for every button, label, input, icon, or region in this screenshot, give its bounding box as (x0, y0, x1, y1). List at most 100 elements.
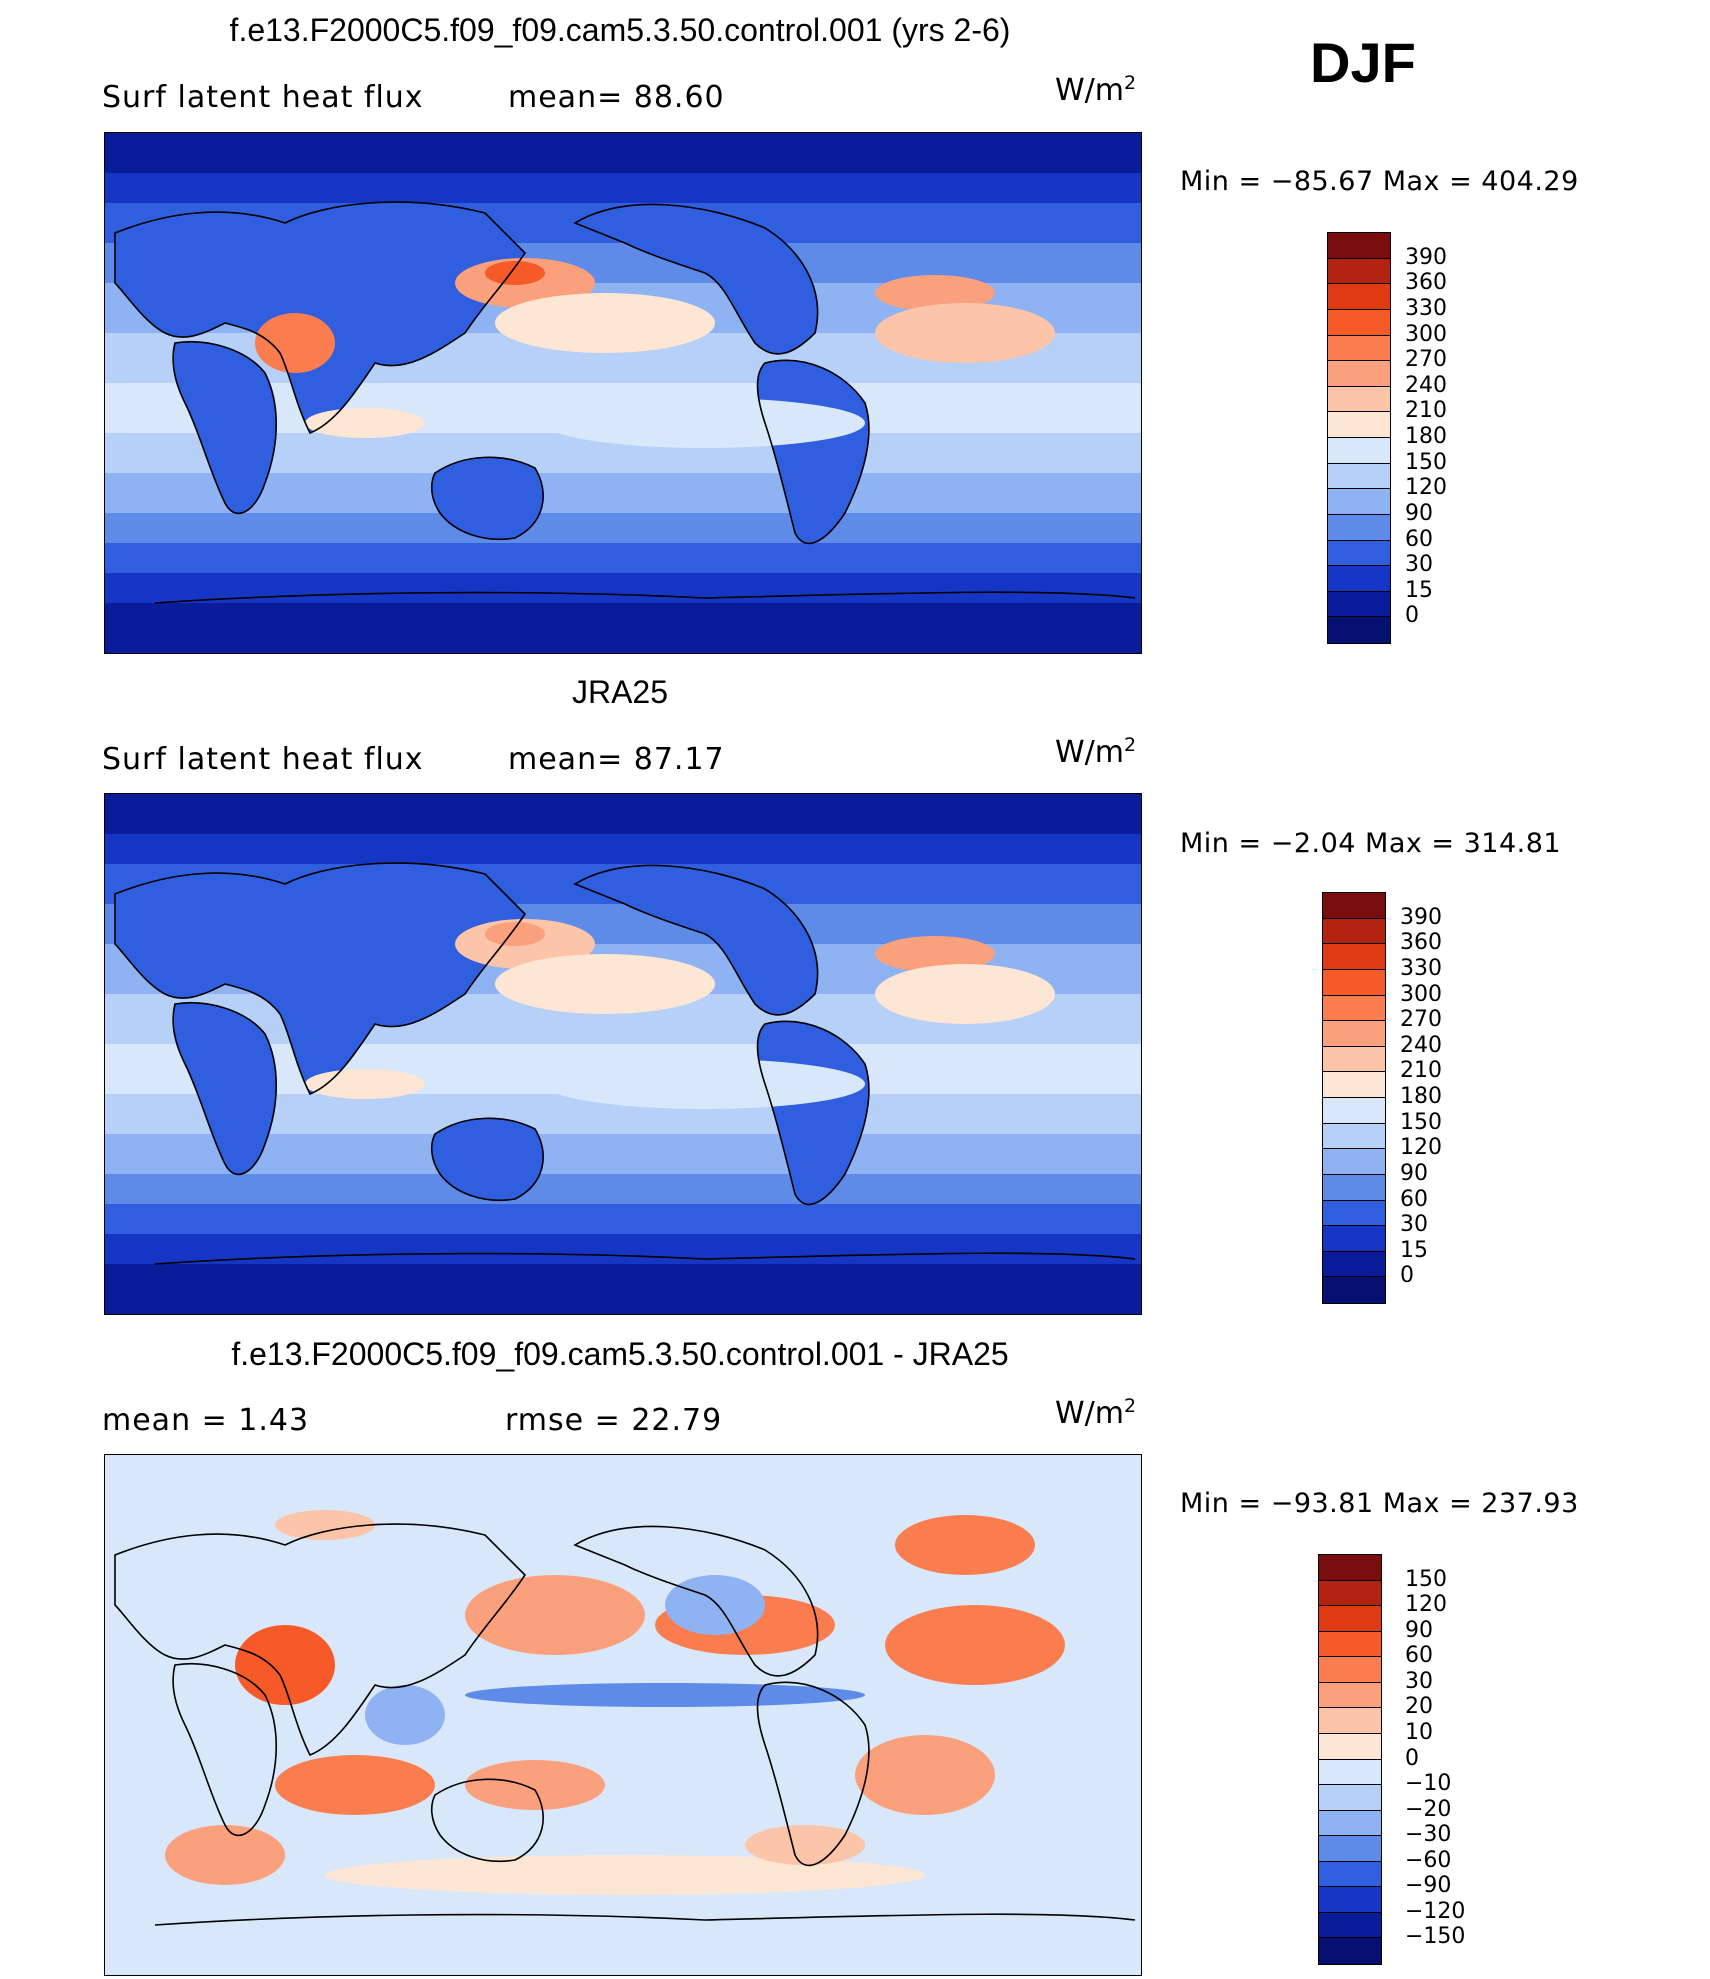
colorbar-tick-label: 20 (1405, 1694, 1433, 1720)
colorbar-swatch (1323, 995, 1385, 1022)
colorbar-tick-label: 0 (1405, 1745, 1419, 1771)
colorbar-tick-label: 30 (1405, 1668, 1433, 1694)
colorbar-swatch (1328, 566, 1390, 592)
colorbar-swatch (1323, 1200, 1385, 1227)
colorbar-tick-label: 90 (1405, 1617, 1433, 1643)
colorbar-tick-label: 360 (1400, 930, 1442, 956)
colorbar-swatch (1328, 514, 1390, 541)
colorbar-tick-label: 330 (1400, 955, 1442, 981)
panel-3-unit: W/m2 (1055, 1395, 1137, 1431)
colorbar-tick-label: −60 (1405, 1847, 1452, 1873)
panel-1-variable: Surf latent heat flux (102, 80, 424, 115)
season-label: DJF (1310, 31, 1416, 94)
colorbar-swatch (1319, 1938, 1381, 1964)
colorbar-swatch (1328, 386, 1390, 413)
colorbar-swatch (1323, 1226, 1385, 1252)
colorbar-tick-label: 330 (1405, 295, 1447, 321)
colorbar-swatch (1319, 1810, 1381, 1837)
colorbar-tick-label: 180 (1405, 424, 1447, 449)
colorbar-swatch (1319, 1733, 1381, 1760)
colorbar-tick-label: −90 (1405, 1873, 1452, 1899)
colorbar-tick-label: 270 (1405, 347, 1447, 373)
colorbar-swatch (1328, 489, 1390, 515)
colorbar-swatch (1323, 893, 1385, 919)
colorbar-swatch (1328, 412, 1390, 438)
colorbar-swatch (1328, 361, 1390, 387)
colorbar-swatch (1319, 1912, 1381, 1939)
colorbar-tick-label: 210 (1400, 1058, 1442, 1084)
panel-3-colorbar-labels: 150 120 90 60 30 20 10 0 −10 −20 −30 −60 −90 −120 −150 (1405, 1554, 1505, 1965)
colorbar-tick-label: 300 (1400, 981, 1442, 1007)
colorbar-swatch (1328, 335, 1390, 362)
colorbar-swatch (1328, 463, 1390, 490)
panel-3-colorbar (1318, 1554, 1382, 1965)
colorbar-swatch (1319, 1836, 1381, 1862)
panel-1-colorbar-labels: 390 360 330 300 270 240 210 180 150 120 90 60 30 15 0 (1405, 232, 1485, 644)
panel-3-minmax: Min = −93.81 Max = 237.93 (1180, 1488, 1579, 1519)
colorbar-swatch (1323, 944, 1385, 970)
colorbar-tick-label: −10 (1405, 1771, 1452, 1797)
colorbar-tick-label: 360 (1405, 270, 1447, 296)
panel-2-variable: Surf latent heat flux (102, 742, 424, 777)
colorbar-swatch (1319, 1580, 1381, 1607)
colorbar-tick-label: −30 (1405, 1822, 1452, 1848)
colorbar-swatch (1319, 1708, 1381, 1734)
colorbar-swatch (1323, 969, 1385, 996)
panel-1-unit: W/m2 (1055, 72, 1137, 108)
colorbar-swatch (1323, 1072, 1385, 1098)
colorbar-tick-label: 210 (1405, 398, 1447, 424)
panel-1-colorbar (1327, 232, 1391, 644)
colorbar-swatch (1328, 540, 1390, 567)
colorbar-swatch (1319, 1555, 1381, 1581)
colorbar-swatch (1323, 1098, 1385, 1124)
colorbar-tick-label: 10 (1405, 1719, 1433, 1745)
panel-2-map (104, 793, 1142, 1315)
colorbar-swatch (1328, 438, 1390, 464)
colorbar-tick-label: −120 (1405, 1898, 1466, 1924)
colorbar-swatch (1319, 1785, 1381, 1811)
colorbar-tick-label: 60 (1405, 526, 1433, 552)
colorbar-swatch (1319, 1861, 1381, 1888)
colorbar-tick-label: 30 (1400, 1212, 1428, 1238)
colorbar-tick-label: 150 (1405, 1566, 1447, 1592)
colorbar-swatch (1328, 258, 1390, 285)
panel-2-unit: W/m2 (1055, 734, 1137, 770)
colorbar-swatch (1328, 617, 1390, 643)
colorbar-tick-label: 0 (1400, 1263, 1414, 1289)
panel-2-title: JRA25 (571, 674, 669, 710)
colorbar-swatch (1319, 1759, 1381, 1786)
colorbar-tick-label: 90 (1405, 500, 1433, 526)
colorbar-tick-label: 15 (1405, 577, 1433, 603)
panel-3-rmse: rmse = 22.79 (505, 1403, 723, 1438)
colorbar-swatch (1323, 1123, 1385, 1150)
colorbar-tick-label: 0 (1405, 603, 1419, 629)
colorbar-tick-label: 150 (1405, 449, 1447, 475)
panel-3-map (104, 1454, 1142, 1976)
panel-2-minmax: Min = −2.04 Max = 314.81 (1180, 828, 1562, 859)
colorbar-tick-label: 390 (1405, 244, 1447, 270)
colorbar-tick-label: 120 (1400, 1135, 1442, 1161)
colorbar-swatch (1323, 1046, 1385, 1073)
panel-2-colorbar-labels: 390 360 330 300 270 240 210 180 150 120 90 60 30 15 0 (1400, 892, 1480, 1304)
colorbar-swatch (1328, 233, 1390, 259)
colorbar-tick-label: 300 (1405, 321, 1447, 347)
colorbar-tick-label: 30 (1405, 552, 1433, 578)
colorbar-tick-label: −20 (1405, 1796, 1452, 1822)
colorbar-tick-label: 90 (1400, 1160, 1428, 1186)
panel-1-map (104, 132, 1142, 654)
colorbar-tick-label: 15 (1400, 1237, 1428, 1263)
colorbar-swatch (1328, 309, 1390, 336)
colorbar-swatch (1323, 1174, 1385, 1201)
colorbar-tick-label: 270 (1400, 1007, 1442, 1033)
colorbar-swatch (1319, 1606, 1381, 1632)
colorbar-tick-label: 60 (1405, 1643, 1433, 1669)
colorbar-swatch (1328, 591, 1390, 618)
colorbar-swatch (1323, 1149, 1385, 1175)
colorbar-tick-label: 240 (1400, 1032, 1442, 1058)
colorbar-swatch (1323, 1277, 1385, 1303)
colorbar-swatch (1328, 284, 1390, 310)
colorbar-swatch (1323, 918, 1385, 945)
colorbar-swatch (1319, 1631, 1381, 1658)
colorbar-tick-label: 120 (1405, 475, 1447, 501)
panel-1-mean: mean= 88.60 (508, 80, 725, 115)
